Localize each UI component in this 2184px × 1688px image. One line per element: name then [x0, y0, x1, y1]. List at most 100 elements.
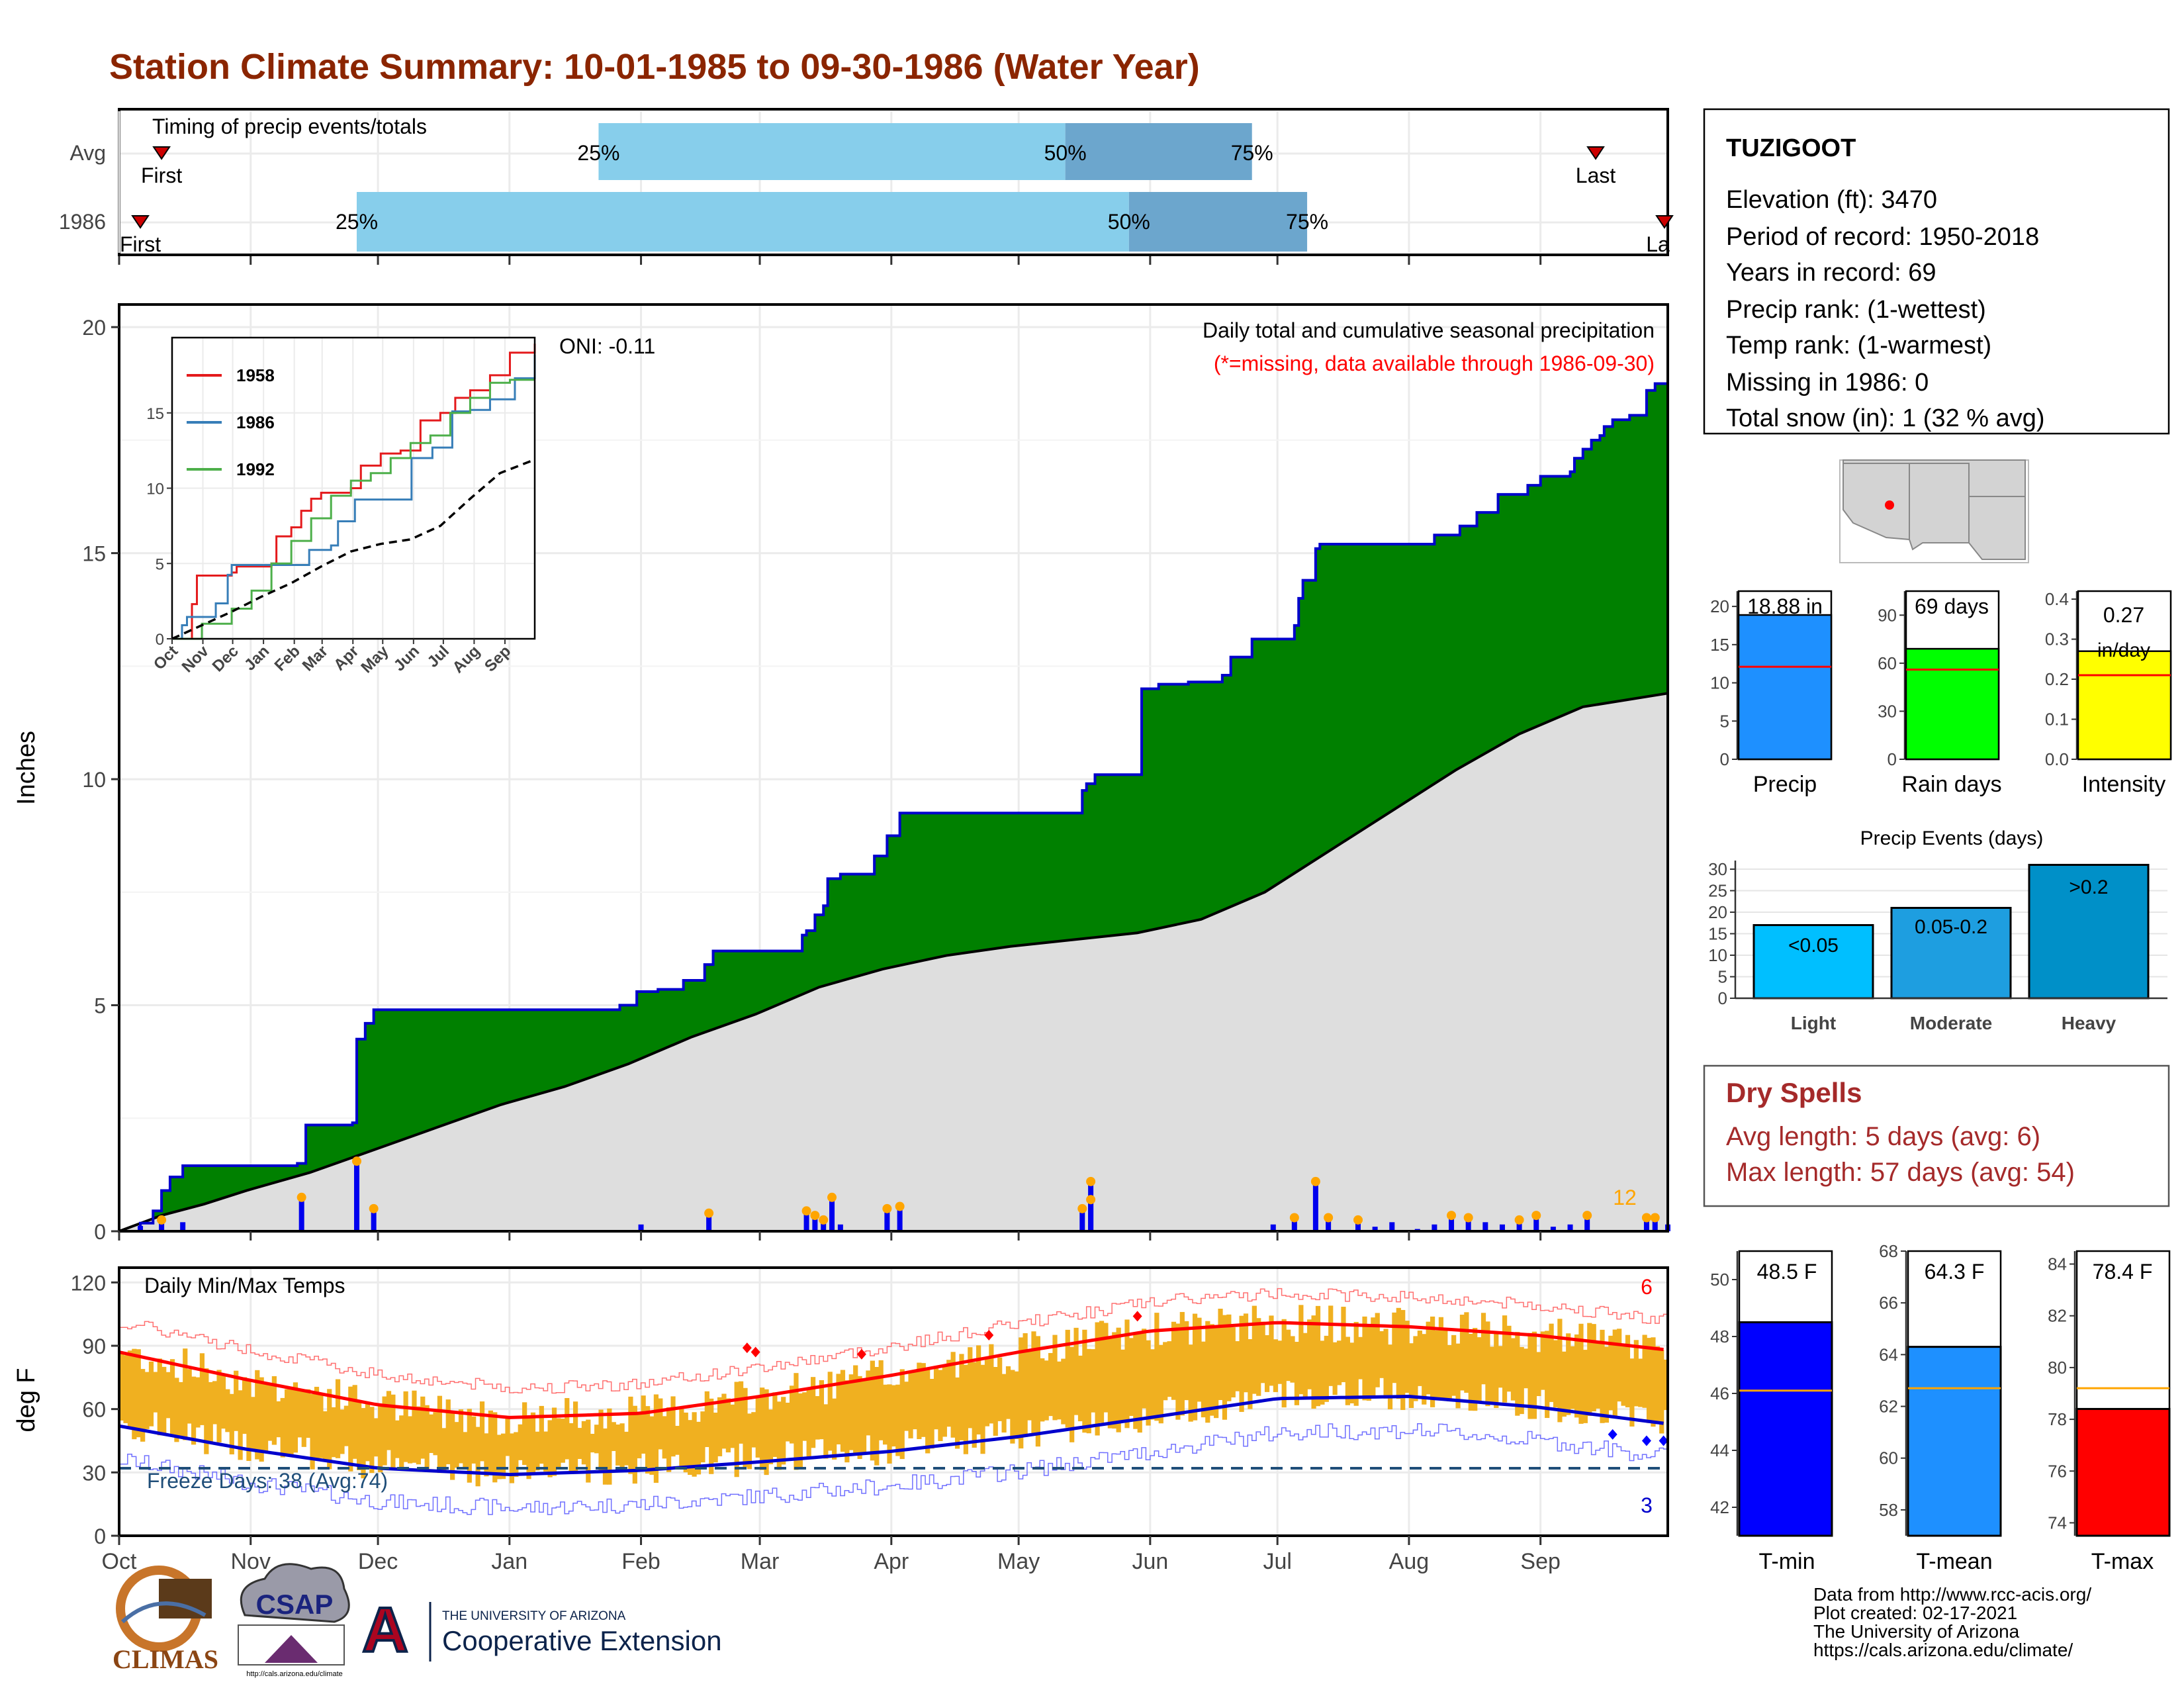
temp-daily-bar [263, 1383, 269, 1452]
inset-line-1986 [172, 354, 536, 640]
temp-daily-bar [1103, 1323, 1109, 1413]
timing-first-label: First [141, 164, 182, 187]
precip-bar [1737, 614, 1833, 761]
station-line-2: Period of record: 1950-2018 [1726, 223, 2039, 251]
temp-daily-bar [1358, 1336, 1363, 1380]
temp-daily-bar [1524, 1348, 1529, 1389]
tmax-y-tick-label: 74 [2048, 1513, 2067, 1532]
events-y-tick-label: 30 [1708, 859, 1727, 879]
temp-daily-bar [743, 1387, 748, 1468]
events-y-tick-label: 20 [1708, 902, 1727, 922]
temp-daily-bar [933, 1367, 939, 1430]
temp-daily-bar [972, 1362, 977, 1448]
tmean-y-tick-label: 62 [1879, 1397, 1898, 1417]
daily-precip-bar [1652, 1217, 1658, 1231]
daily-precip-marker [1310, 1176, 1320, 1186]
intensity-y-tick-label: 0.0 [2045, 749, 2069, 769]
map-state-nm [1909, 463, 1970, 551]
daily-precip-bar [837, 1224, 843, 1231]
daily-precip-bar [1291, 1217, 1297, 1231]
temp-daily-bar [1026, 1349, 1032, 1421]
dry-spells-title: Dry Spells [1726, 1077, 1862, 1108]
temp-y-tick-label: 0 [94, 1524, 106, 1548]
events-y-tick-label: 15 [1708, 924, 1727, 944]
daily-precip-marker [882, 1203, 892, 1213]
month-label: Nov [231, 1549, 271, 1574]
temp-daily-bar [340, 1409, 345, 1454]
temp-daily-bar [615, 1424, 621, 1466]
avg-min-line [118, 1395, 1664, 1477]
temp-daily-bar [246, 1380, 251, 1462]
temp-daily-bar [234, 1370, 239, 1431]
temp-daily-bar [526, 1418, 531, 1479]
temp-daily-bar [1052, 1335, 1058, 1421]
tmean-y-tick-label: 64 [1879, 1344, 1898, 1364]
temp-daily-bar [1073, 1327, 1079, 1415]
temp-daily-bar [276, 1401, 281, 1438]
temp-daily-bar [802, 1392, 807, 1441]
temp-daily-bar [1056, 1361, 1062, 1420]
temp-daily-bar [1502, 1315, 1508, 1403]
daily-precip-bar [371, 1208, 377, 1231]
temp-daily-bar [959, 1354, 964, 1440]
temp-daily-bar [1430, 1316, 1435, 1407]
temp-daily-bar [335, 1379, 341, 1458]
temp-daily-bar [187, 1369, 192, 1424]
temp-daily-bar [492, 1412, 498, 1483]
temp-daily-bar [768, 1409, 774, 1464]
ua-logo-small: THE UNIVERSITY OF ARIZONA [442, 1609, 626, 1623]
temp-daily-bar [216, 1370, 222, 1442]
temp-daily-bar [212, 1381, 218, 1425]
event-name-heavy: Heavy [2062, 1013, 2116, 1033]
temp-y-tick-label: 120 [71, 1271, 106, 1295]
temp-daily-bar [331, 1407, 336, 1458]
temp-daily-bar [1582, 1350, 1588, 1423]
tmax-y-tick-label: 84 [2048, 1254, 2067, 1274]
temp-daily-bar [1324, 1335, 1329, 1402]
footer-line-2: Plot created: 02-17-2021 [1813, 1603, 2017, 1623]
temp-daily-bar [878, 1360, 884, 1440]
daily-precip-marker [157, 1215, 167, 1225]
daily-precip-marker [810, 1211, 820, 1221]
temp-daily-bar [348, 1386, 353, 1472]
month-label: Mar [741, 1549, 780, 1574]
temp-daily-bar [709, 1398, 714, 1474]
daily-precip-marker [352, 1156, 362, 1166]
event-name-light: Light [1791, 1013, 1836, 1033]
temp-daily-bar [424, 1405, 430, 1472]
climas-logo: CLIMAS [113, 1566, 218, 1674]
daily-precip-bar [1550, 1227, 1556, 1231]
temp-daily-bar [157, 1358, 162, 1436]
month-label: Dec [358, 1549, 398, 1574]
daily-precip-bar [1372, 1227, 1378, 1231]
temp-daily-bar [1578, 1323, 1584, 1424]
temp-daily-bar [1600, 1329, 1605, 1423]
temp-daily-bar [556, 1418, 561, 1468]
timing-p75-label: 75% [1286, 210, 1328, 234]
csap-logo-url: http://cals.arizona.edu/climate [246, 1670, 343, 1678]
temp-daily-bar [352, 1385, 357, 1459]
map-state-tx [1968, 496, 2026, 560]
dry-spells-frame [1703, 1064, 2170, 1207]
temp-daily-bar [844, 1380, 850, 1463]
temp-daily-bar [361, 1408, 366, 1479]
precip-y-axis: 0 5 10 15 20 [82, 316, 1542, 1244]
intensity-bar-label: Intensity [2082, 772, 2166, 797]
temp-daily-bar [1519, 1346, 1524, 1415]
daily-precip-bar [1584, 1215, 1590, 1231]
temp-daily-bar [1142, 1329, 1147, 1409]
temp-daily-bar [658, 1398, 663, 1450]
temp-daily-bar [1651, 1337, 1656, 1427]
month-label: Feb [621, 1549, 660, 1574]
temp-daily-bar [539, 1405, 544, 1464]
daily-precip-marker [369, 1203, 379, 1213]
daily-precip-bar [1449, 1215, 1455, 1231]
temp-daily-bar [1302, 1333, 1308, 1398]
month-label: May [997, 1549, 1040, 1574]
chart-title: Station Climate Summary: 10-01-1985 to 0… [109, 47, 1200, 87]
tmin-y-tick-label: 46 [1710, 1383, 1729, 1403]
intensity-bar [2077, 650, 2172, 761]
temp-bar-charts: 42 44 46 48 50 58 60 62 64 66 68 74 76 78 80 82 84 [1710, 1241, 2171, 1537]
legend-label-1992: 1992 [236, 459, 275, 479]
temp-daily-bar [789, 1385, 795, 1444]
